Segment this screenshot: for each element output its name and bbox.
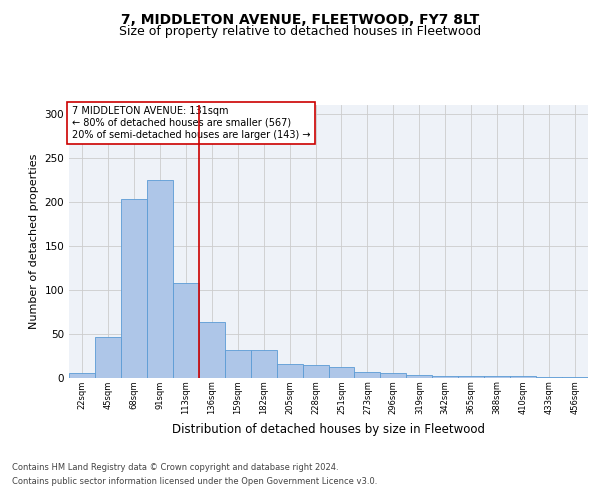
Bar xyxy=(406,375,432,378)
Bar xyxy=(484,376,510,378)
Bar xyxy=(121,199,147,378)
Bar xyxy=(277,364,302,378)
Bar xyxy=(355,372,380,378)
Text: Distribution of detached houses by size in Fleetwood: Distribution of detached houses by size … xyxy=(172,422,485,436)
Bar xyxy=(147,180,173,378)
Text: 7, MIDDLETON AVENUE, FLEETWOOD, FY7 8LT: 7, MIDDLETON AVENUE, FLEETWOOD, FY7 8LT xyxy=(121,12,479,26)
Bar xyxy=(329,367,355,378)
Bar xyxy=(199,322,224,378)
Bar xyxy=(251,350,277,378)
Bar xyxy=(173,282,199,378)
Bar xyxy=(458,376,484,378)
Bar xyxy=(225,350,251,378)
Text: Contains HM Land Registry data © Crown copyright and database right 2024.: Contains HM Land Registry data © Crown c… xyxy=(12,462,338,471)
Y-axis label: Number of detached properties: Number of detached properties xyxy=(29,154,39,329)
Bar xyxy=(433,376,458,378)
Text: Size of property relative to detached houses in Fleetwood: Size of property relative to detached ho… xyxy=(119,25,481,38)
Text: 7 MIDDLETON AVENUE: 131sqm
← 80% of detached houses are smaller (567)
20% of sem: 7 MIDDLETON AVENUE: 131sqm ← 80% of deta… xyxy=(71,106,310,140)
Bar xyxy=(69,373,95,378)
Bar xyxy=(510,376,536,378)
Bar xyxy=(302,365,329,378)
Bar xyxy=(380,373,406,378)
Bar xyxy=(95,337,121,378)
Bar xyxy=(536,376,562,378)
Bar xyxy=(562,376,588,378)
Text: Contains public sector information licensed under the Open Government Licence v3: Contains public sector information licen… xyxy=(12,478,377,486)
